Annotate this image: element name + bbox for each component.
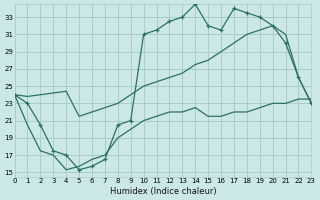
X-axis label: Humidex (Indice chaleur): Humidex (Indice chaleur) bbox=[110, 187, 216, 196]
